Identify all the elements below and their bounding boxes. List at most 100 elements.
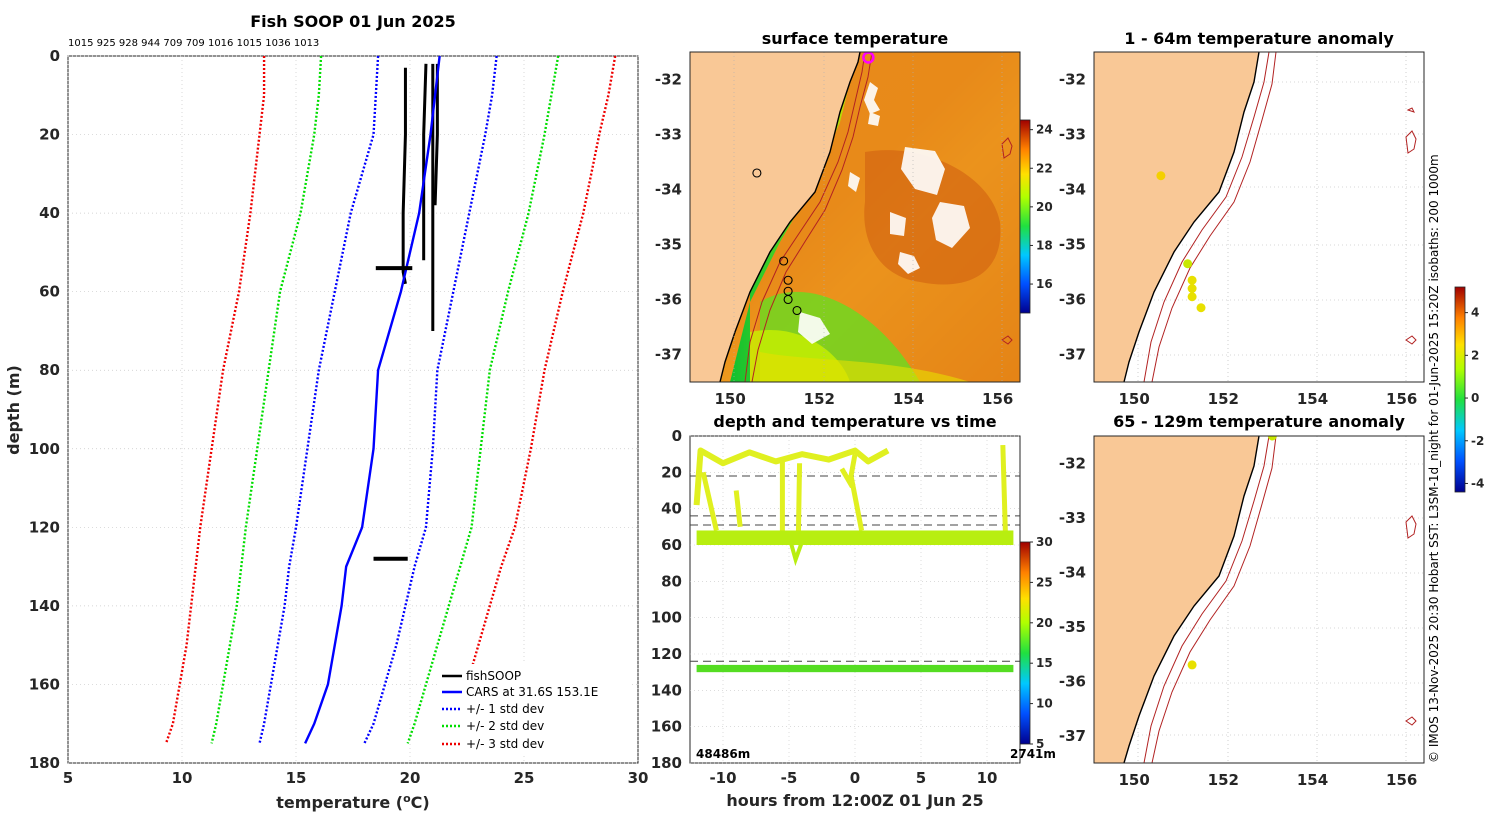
time-ytick: 100 — [651, 609, 682, 627]
time-panel: depth and temperature vs time -10 -5 0 5 100… — [651, 412, 1056, 810]
profile-ytick: 80 — [39, 361, 60, 379]
profile-xtick: 5 — [63, 769, 73, 787]
profile-ylabel: depth (m) — [4, 365, 23, 455]
time-xtick: -5 — [781, 769, 798, 787]
colorbar-tick-label: 10 — [1036, 697, 1053, 711]
sst-map-title: surface temperature — [762, 29, 949, 48]
shallow-track — [693, 447, 890, 506]
sst-lat-tick: -36 — [655, 291, 682, 309]
time-series — [690, 445, 1020, 673]
time-ytick: 80 — [661, 572, 682, 590]
profile-ytick: 160 — [29, 675, 60, 693]
profile-ytick: 120 — [29, 518, 60, 536]
anomaly2-lat-tick: -33 — [1059, 509, 1086, 527]
sst-station-marker — [752, 168, 762, 178]
std-upper-line — [445, 55, 617, 744]
sst-station-marker — [783, 294, 793, 305]
anomaly1-title: 1 - 64m temperature anomaly — [1124, 29, 1394, 48]
legend-cars: CARS at 31.6S 153.1E — [466, 685, 598, 699]
profile-ytick: 20 — [39, 126, 60, 144]
anomaly1-lon-tick: 154 — [1297, 390, 1328, 408]
anomaly-colorbar-ticks: 4 2 0 -2 -4 — [1465, 306, 1484, 490]
anomaly2-ticks: 150 152 154 156 -32 -33 -34 -35 -36 -37 — [1059, 454, 1417, 789]
shallow-track — [700, 445, 1008, 546]
anomaly1-lat-tick: -32 — [1059, 71, 1086, 89]
anomaly1-points — [1156, 171, 1206, 313]
cars-line — [304, 55, 441, 744]
anomaly-point — [1187, 275, 1197, 285]
profile-ytick: 180 — [29, 754, 60, 772]
anomaly-point — [1156, 171, 1166, 181]
sst-lon-tick: 150 — [714, 390, 745, 408]
profile-ytick: 0 — [50, 47, 60, 65]
colorbar-tick-label: 0 — [1471, 391, 1479, 405]
anomaly2-land — [1094, 436, 1259, 763]
std-upper-line — [363, 55, 498, 744]
colorbar-tick-label: 22 — [1036, 161, 1053, 175]
sst-lat-tick: -34 — [655, 181, 682, 199]
profile-xtick: 30 — [628, 769, 649, 787]
anomaly2-map-panel: 65 - 129m temperature anomaly 150 152 154 1… — [1059, 412, 1425, 789]
std-lower-line — [210, 55, 323, 744]
legend-std1: +/- 1 std dev — [466, 702, 544, 716]
profile-serial-numbers: 1015 925 928 944 709 709 1016 1015 1036 … — [68, 38, 319, 49]
sst-map-area — [690, 52, 1020, 382]
anomaly1-lat-tick: -35 — [1059, 236, 1086, 254]
time-xtick: 5 — [916, 769, 926, 787]
time-ytick: 160 — [651, 718, 682, 736]
time-title: depth and temperature vs time — [713, 412, 996, 431]
sst-station-marker — [783, 275, 793, 285]
colorbar-tick-label: 30 — [1036, 535, 1053, 549]
deep-band — [696, 664, 1014, 673]
time-ytick: 180 — [651, 754, 682, 772]
anomaly1-lon-tick: 150 — [1118, 390, 1149, 408]
time-ytick: 20 — [661, 463, 682, 481]
anomaly1-lat-tick: -33 — [1059, 126, 1086, 144]
anomaly1-lon-tick: 156 — [1386, 390, 1417, 408]
anomaly1-lat-tick: -34 — [1059, 181, 1086, 199]
anomaly1-lon-tick: 152 — [1208, 390, 1239, 408]
sst-lat-tick: -35 — [655, 236, 682, 254]
profile-panel: Fish SOOP 01 Jun 2025 1015 925 928 944 7… — [4, 12, 648, 812]
time-bottom-right-label: 2741m — [1010, 747, 1056, 761]
anomaly1-lat-tick: -37 — [1059, 346, 1086, 364]
profile-xlabel: temperature (oC) — [276, 792, 429, 812]
anomaly2-lat-tick: -35 — [1059, 618, 1086, 636]
sst-map-panel: surface temperature — [655, 29, 1053, 408]
anomaly-point — [1183, 259, 1193, 269]
anomaly2-lat-tick: -34 — [1059, 563, 1086, 581]
anomaly-point — [1267, 436, 1277, 441]
anomaly1-ticks: 150 152 154 156 -32 -33 -34 -35 -36 -37 — [1059, 71, 1417, 409]
colorbar-tick-label: 20 — [1036, 200, 1053, 214]
colorbar-tick-label: 24 — [1036, 123, 1053, 137]
time-xtick: 0 — [850, 769, 860, 787]
legend-std3: +/- 3 std dev — [466, 737, 544, 751]
profile-lines — [164, 55, 617, 744]
sst-lat-tick: -32 — [655, 71, 682, 89]
sst-map-ticks: 150 152 154 156 -32 -33 -34 -35 -36 -37 — [655, 71, 1013, 409]
profile-ticks: 5 10 15 20 25 30 0 20 40 60 80 100 120 140 160 180 — [29, 47, 649, 787]
anomaly2-lat-tick: -36 — [1059, 672, 1086, 690]
profile-plot-area — [67, 55, 639, 764]
colorbar-tick-label: 4 — [1471, 306, 1479, 320]
sst-colorbar-ticks: 24 22 20 18 16 — [1030, 123, 1053, 291]
anomaly1-map-panel: 1 - 64m temperature anomaly 150 152 154 156… — [1059, 29, 1425, 409]
sst-land — [690, 52, 860, 382]
time-colorbar-ticks: 30 25 20 15 10 5 — [1030, 535, 1053, 751]
sst-island — [1001, 137, 1013, 345]
anomaly2-lat-tick: -37 — [1059, 727, 1086, 745]
anomaly1-map-area — [1094, 52, 1424, 382]
legend-std2: +/- 2 std dev — [466, 719, 544, 733]
time-bottom-left-label: 48486m — [696, 747, 750, 761]
anomaly1-lat-tick: -36 — [1059, 291, 1086, 309]
colorbar-tick-label: 5 — [1036, 737, 1044, 751]
time-xtick: -10 — [709, 769, 736, 787]
time-ytick: 40 — [661, 500, 682, 518]
anomaly2-lon-tick: 150 — [1118, 771, 1149, 789]
anomaly2-lat-tick: -32 — [1059, 454, 1086, 472]
sst-lon-tick: 154 — [893, 390, 924, 408]
profile-ytick: 40 — [39, 204, 60, 222]
fishsoop-line — [433, 63, 439, 206]
profile-legend: fishSOOP CARS at 31.6S 153.1E +/- 1 std … — [438, 664, 630, 756]
colorbar-tick-label: 20 — [1036, 616, 1053, 630]
